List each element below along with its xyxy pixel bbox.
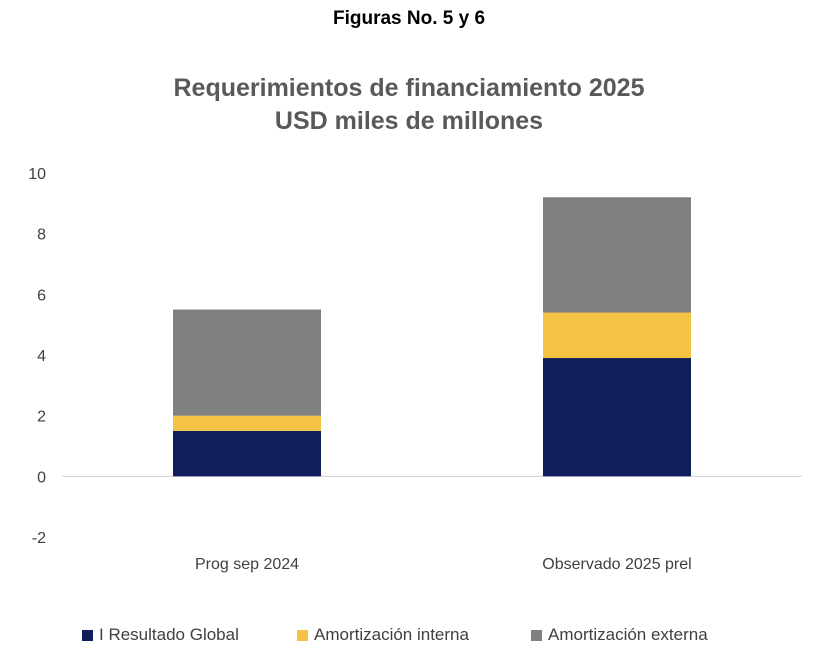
chart-subtitle: USD miles de millones	[274, 107, 544, 135]
y-tick-label: 8	[37, 227, 46, 244]
bar-segment-amortizacion-externa	[543, 197, 691, 313]
legend-swatch	[531, 629, 542, 641]
y-tick-label: 2	[37, 409, 46, 426]
chart-title-block: Requerimientos de financiamiento 2025 US…	[0, 72, 818, 138]
bars	[173, 197, 691, 477]
legend-swatch	[297, 629, 308, 641]
y-tick-label: 0	[37, 469, 46, 486]
bar-segment-amortizacion-interna	[173, 415, 321, 431]
y-axis-ticks: 10 8 6 4 2 0 -2	[28, 166, 46, 547]
legend-label: I Resultado Global	[99, 625, 239, 644]
figure-heading: Figuras No. 5 y 6	[332, 8, 486, 29]
x-tick-label: Prog sep 2024	[195, 556, 299, 573]
legend: I Resultado Global Amortización interna …	[0, 625, 818, 649]
y-tick-label: 4	[37, 348, 46, 365]
bar-segment-amortizacion-interna	[543, 312, 691, 359]
bar-segment-amortizacion-externa	[173, 309, 321, 416]
x-tick-label: Observado 2025 prel	[542, 556, 691, 573]
legend-item-amortizacion-externa: Amortización externa	[531, 625, 708, 645]
legend-item-amortizacion-interna: Amortización interna	[297, 625, 469, 645]
y-tick-label: -2	[32, 530, 46, 547]
chart-title: Requerimientos de financiamiento 2025	[173, 74, 645, 102]
legend-swatch	[82, 629, 93, 641]
x-axis-ticks: Prog sep 2024 Observado 2025 prel	[195, 556, 692, 573]
legend-item-resultado-global: I Resultado Global	[82, 625, 239, 645]
y-tick-label: 6	[37, 287, 46, 304]
legend-label: Amortización interna	[314, 625, 469, 644]
bar-segment-resultado-global	[173, 430, 321, 477]
bar-segment-resultado-global	[543, 358, 691, 477]
y-tick-label: 10	[28, 166, 46, 183]
legend-label: Amortización externa	[548, 625, 708, 644]
